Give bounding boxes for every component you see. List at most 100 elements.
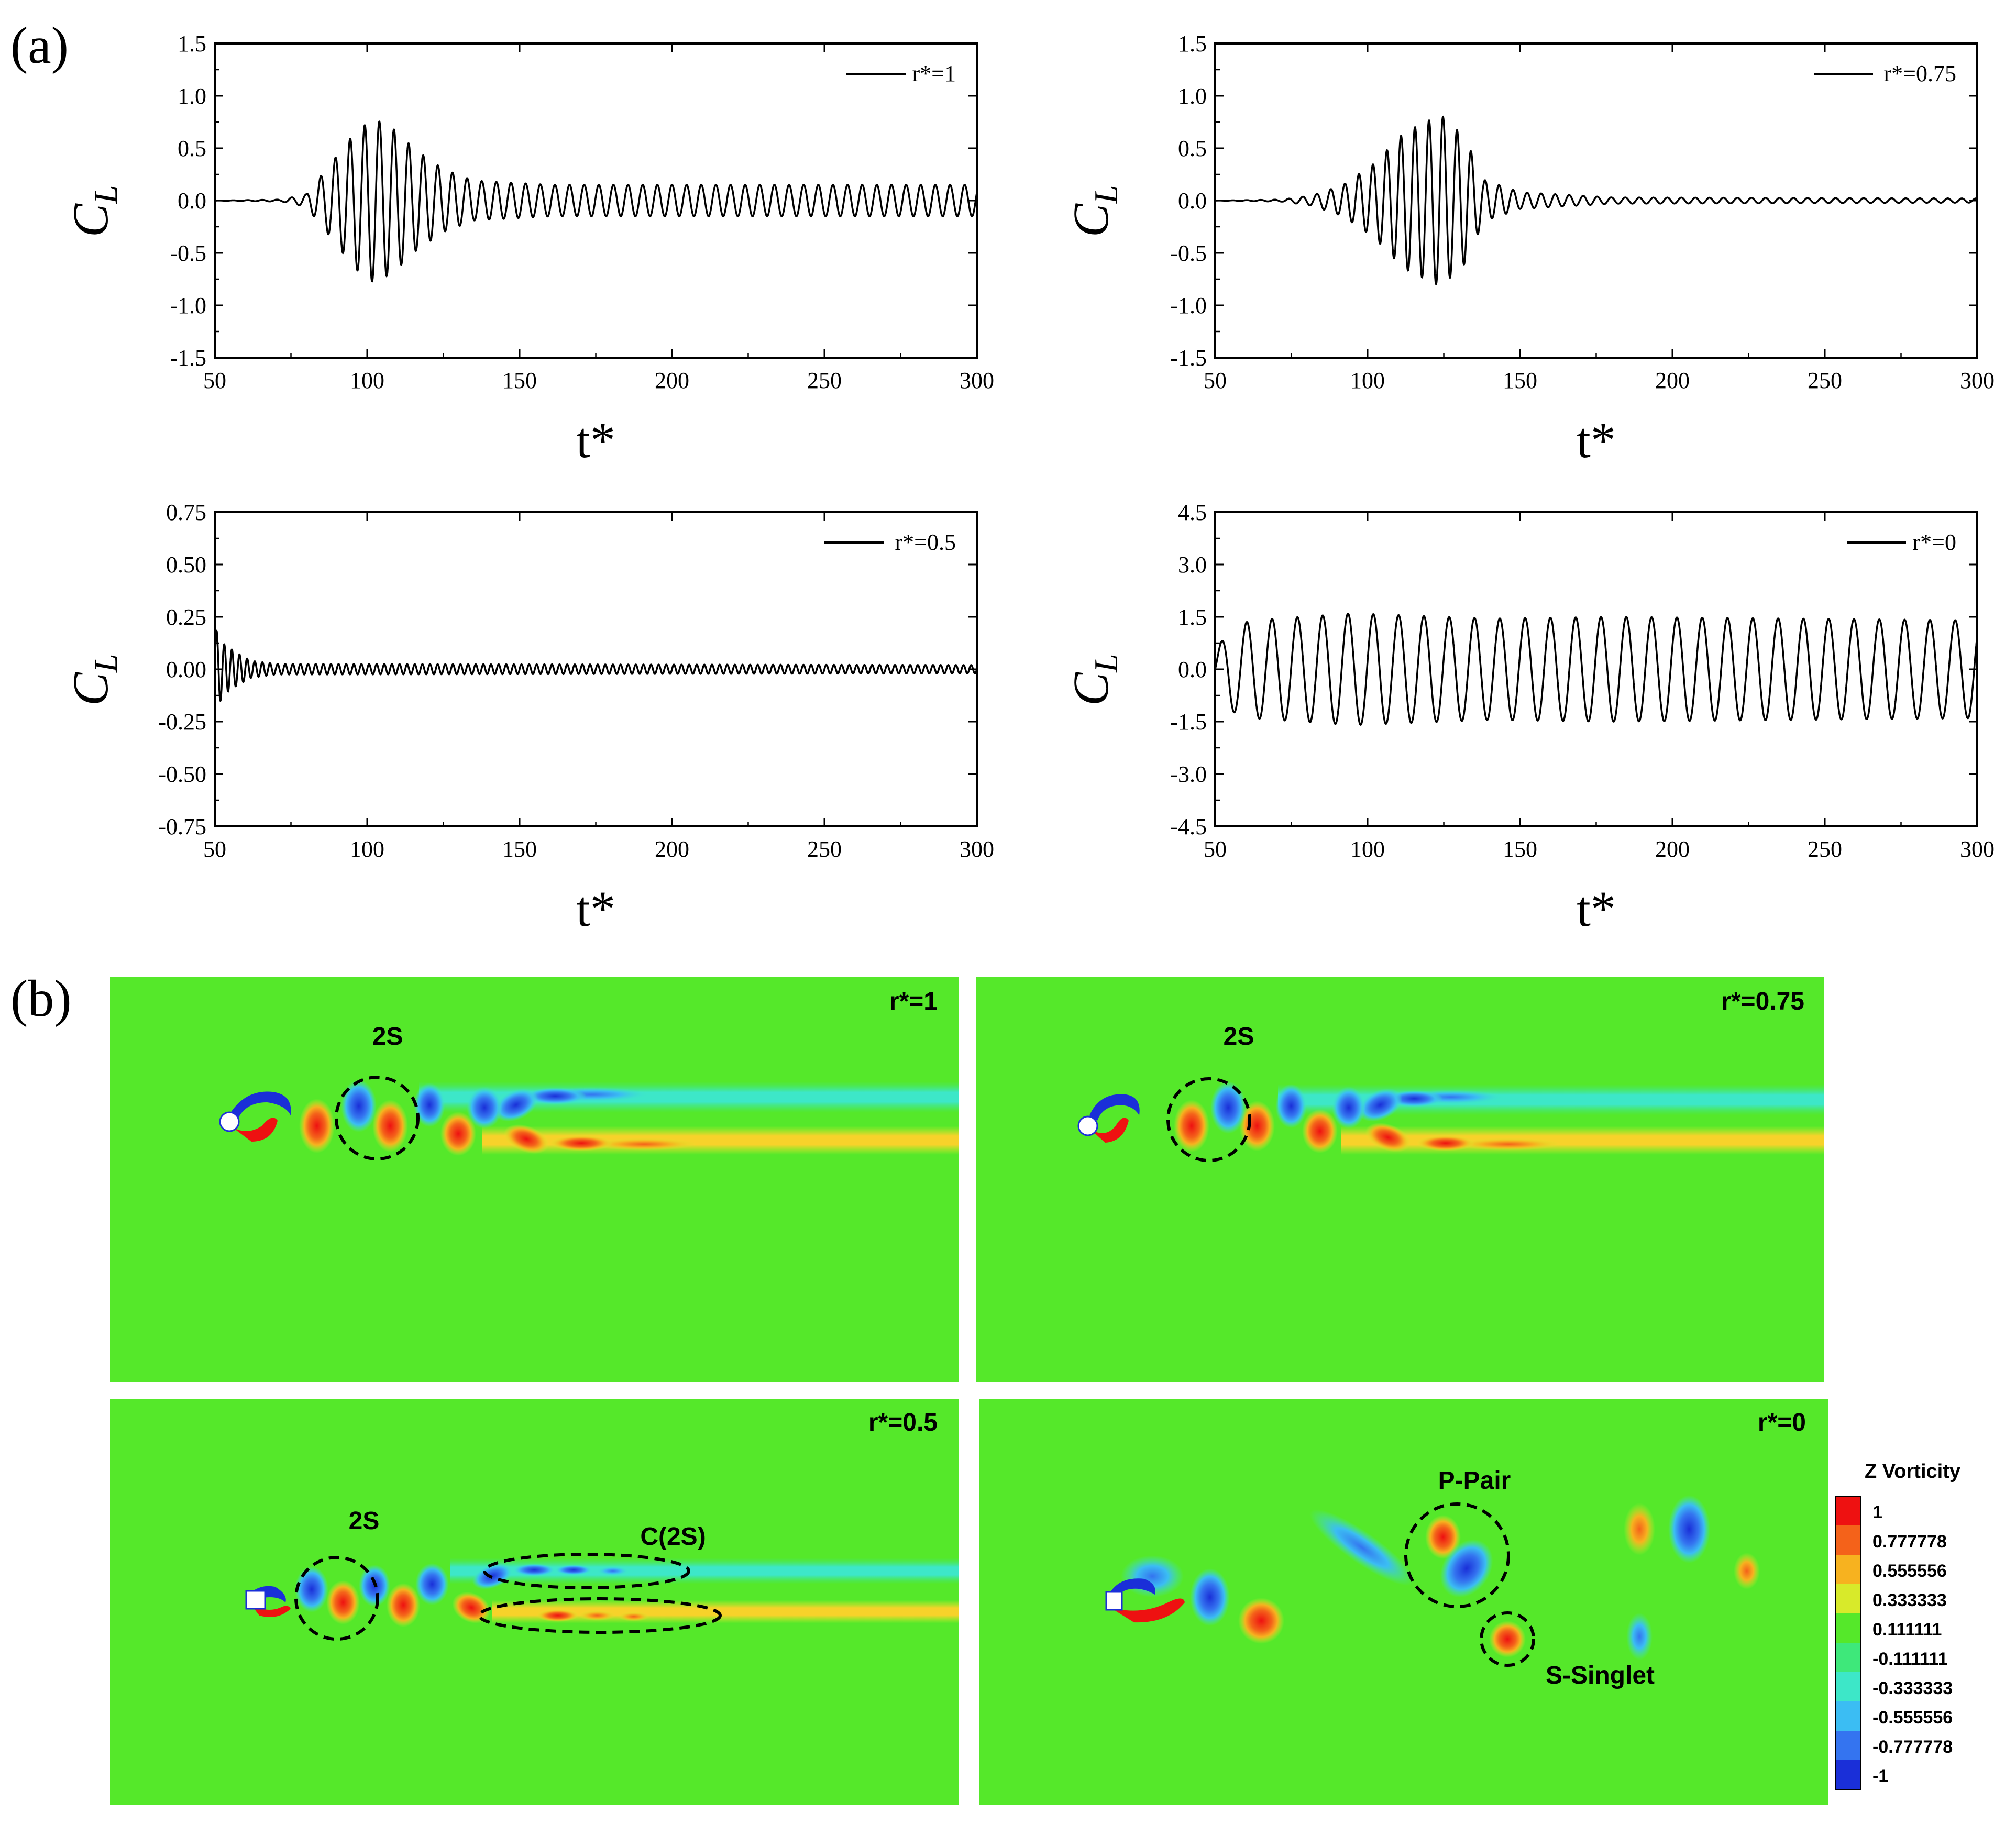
x-tick-label: 50 [1204, 368, 1227, 393]
colorbar-swatch [1836, 1731, 1861, 1760]
y-tick-label: 1.5 [1178, 31, 1207, 57]
x-tick-label: 150 [1503, 368, 1537, 393]
colorbar-level-label: 0.333333 [1872, 1590, 1947, 1610]
x-tick-label: 250 [1808, 368, 1842, 393]
colorbar-level-label: 0.555556 [1872, 1561, 1947, 1581]
y-tick-label: -1.5 [170, 345, 206, 371]
y-tick-label: 4.5 [1178, 500, 1207, 525]
series-line [214, 629, 978, 702]
colorbar-level-label: 0.777778 [1872, 1532, 1947, 1552]
x-tick-label: 250 [807, 368, 842, 393]
annotation-s-singlet: S-Singlet [1546, 1662, 1655, 1689]
x-axis-title: t* [1577, 881, 1616, 937]
y-tick-label: 1.0 [178, 83, 206, 109]
colorbar-level-label: -1 [1872, 1766, 1888, 1786]
y-tick-label: -1.5 [1170, 709, 1207, 735]
x-tick-label: 50 [203, 368, 226, 393]
y-tick-label: 0.25 [166, 604, 206, 630]
annotation-p-pair: P-Pair [1438, 1467, 1511, 1495]
vorticity-panel-r075: r*=0.75 2S [976, 977, 1824, 1382]
y-tick-label: 0.5 [178, 136, 206, 161]
series-line [1215, 115, 1978, 286]
x-tick-label: 300 [1960, 368, 1995, 393]
vorticity-panel-r1: r*=1 2S [110, 977, 959, 1382]
plot-frame [1214, 42, 1978, 359]
y-tick-label: 0.0 [1178, 188, 1207, 214]
vorticity-colorbar: Z Vorticity 1 0.777778 0.555556 0.333333 0.1… [1835, 1461, 1960, 1790]
x-tick-label: 150 [1503, 836, 1537, 862]
x-tick-label: 250 [1808, 836, 1842, 862]
y-tick-label: 0.75 [166, 500, 206, 525]
x-tick-label: 200 [655, 368, 689, 393]
x-tick-label: 200 [1655, 836, 1690, 862]
x-tick-label: 50 [1204, 836, 1227, 862]
y-tick-label: 0.5 [1178, 136, 1207, 161]
legend-label: r*=0 [1913, 529, 1956, 555]
colorbar-level-label: -0.111111 [1872, 1649, 1948, 1669]
x-axis-title: t* [1577, 412, 1616, 468]
y-tick-label: 1.0 [1178, 83, 1207, 109]
x-tick-label: 50 [203, 836, 226, 862]
series-line [1214, 613, 1978, 726]
colorbar-swatch [1836, 1555, 1861, 1584]
y-tick-label: -1.0 [170, 293, 206, 318]
x-axis-title: t* [576, 881, 615, 937]
vorticity-tag-r05: r*=0.5 [868, 1409, 938, 1436]
colorbar-title: Z Vorticity [1865, 1461, 1960, 1483]
colorbar-swatch [1836, 1584, 1861, 1613]
colorbar-level-label: -0.333333 [1872, 1678, 1953, 1698]
legend-label: r*=1 [912, 61, 956, 86]
colorbar-level-label: 0.111111 [1872, 1620, 1942, 1640]
legend-label: r*=0.75 [1884, 61, 1956, 86]
x-tick-label: 200 [655, 836, 689, 862]
x-tick-label: 100 [350, 368, 384, 393]
x-tick-label: 100 [350, 836, 384, 862]
y-tick-label: -0.5 [170, 240, 206, 266]
y-tick-label: 0.00 [166, 657, 206, 682]
cl-chart-r05: 50 100 150 200 250 300 0.75 0.50 0.25 0.00 -0.25 -0… [62, 500, 994, 937]
y-tick-label: -3.0 [1170, 761, 1207, 787]
annotation-c2s: C(2S) [640, 1523, 706, 1551]
x-tick-label: 300 [1960, 836, 1995, 862]
y-tick-label: -4.5 [1170, 814, 1207, 839]
y-tick-label: 1.5 [178, 31, 206, 57]
y-tick-label: 0.0 [178, 188, 206, 214]
series-line [215, 120, 978, 283]
colorbar-level-label: 1 [1872, 1502, 1882, 1522]
x-tick-label: 300 [960, 368, 994, 393]
colorbar-swatch [1836, 1613, 1861, 1643]
colorbar-swatch [1836, 1643, 1861, 1672]
panel-label-b: (b) [10, 969, 72, 1027]
cl-chart-r075: 50 100 150 200 250 300 1.5 1.0 0.5 0.0 -0.5 -1.0 -1.… [1063, 31, 1995, 468]
cl-chart-r0: 50 100 150 200 250 300 4.5 3.0 1.5 0.0 -1.5 -3.0 -4.… [1063, 500, 1995, 937]
colorbar-frame [1835, 1496, 1861, 1790]
colorbar-swatch [1836, 1701, 1861, 1731]
vorticity-tag-r075: r*=0.75 [1721, 988, 1804, 1015]
y-tick-label: -0.5 [1170, 240, 1207, 266]
x-tick-label: 100 [1350, 836, 1385, 862]
panel-label-a: (a) [10, 16, 69, 74]
y-axis-title: CL [1063, 185, 1125, 237]
y-axis-title: CL [62, 185, 124, 237]
colorbar-level-label: -0.777778 [1872, 1737, 1953, 1757]
x-tick-label: 200 [1655, 368, 1690, 393]
y-tick-label: -0.25 [158, 709, 206, 735]
vorticity-tag-r0: r*=0 [1758, 1409, 1806, 1436]
colorbar-swatch [1836, 1760, 1861, 1789]
annotation-2s-r1: 2S [372, 1023, 403, 1050]
x-axis-title: t* [576, 412, 615, 468]
vorticity-panel-r0: r*=0 P-Pair S-Singlet [979, 1399, 1828, 1805]
x-tick-label: 150 [502, 368, 537, 393]
cl-chart-r1: 50 100 150 200 250 300 1.5 1.0 0.5 0.0 -0.5 -1.0 -1.… [62, 31, 994, 468]
colorbar-swatch [1836, 1496, 1861, 1525]
y-tick-label: 3.0 [1178, 552, 1207, 578]
y-tick-label: -1.5 [1170, 345, 1207, 371]
y-tick-label: 1.5 [1178, 604, 1207, 630]
colorbar-level-label: -0.555556 [1872, 1708, 1953, 1728]
y-tick-label: 0.50 [166, 552, 206, 578]
x-tick-label: 250 [807, 836, 842, 862]
colorbar-swatch [1836, 1525, 1861, 1555]
x-tick-label: 100 [1350, 368, 1385, 393]
y-axis-title: CL [1063, 654, 1125, 706]
y-axis-title: CL [62, 654, 124, 706]
